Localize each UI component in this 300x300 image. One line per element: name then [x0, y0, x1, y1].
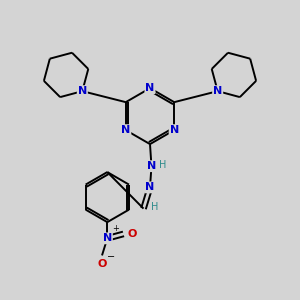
Text: +: + — [112, 224, 119, 233]
Text: H: H — [151, 202, 158, 212]
Text: N: N — [213, 86, 222, 96]
Text: N: N — [103, 233, 112, 243]
Text: N: N — [146, 182, 154, 192]
Text: −: − — [107, 252, 116, 262]
Text: N: N — [147, 161, 156, 171]
Text: N: N — [146, 83, 154, 93]
Text: N: N — [78, 86, 87, 96]
Text: H: H — [159, 160, 166, 170]
Text: O: O — [127, 229, 136, 239]
Text: O: O — [97, 259, 107, 269]
Text: N: N — [169, 125, 179, 135]
Text: N: N — [121, 125, 130, 135]
